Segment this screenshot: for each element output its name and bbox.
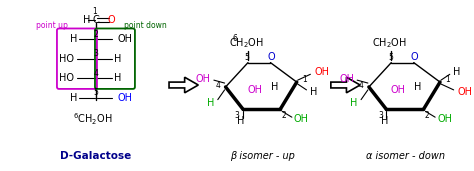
Text: H: H	[70, 93, 77, 103]
Text: 2: 2	[425, 111, 430, 120]
Text: O: O	[108, 15, 115, 25]
Text: 1: 1	[446, 75, 450, 84]
Text: H: H	[70, 34, 77, 44]
Text: OH: OH	[457, 87, 473, 97]
Text: OH: OH	[391, 85, 406, 95]
Text: 3: 3	[235, 111, 240, 120]
Text: $^6$CH$_2$OH: $^6$CH$_2$OH	[73, 111, 113, 127]
Text: HO: HO	[60, 54, 74, 64]
Text: 6: 6	[233, 34, 238, 43]
Text: 1: 1	[302, 75, 307, 84]
Text: C: C	[92, 15, 100, 25]
Text: OH: OH	[118, 34, 132, 44]
Text: H: H	[114, 73, 122, 83]
Text: D-Galactose: D-Galactose	[60, 151, 132, 161]
Text: H: H	[453, 67, 460, 77]
Text: OH: OH	[247, 85, 262, 95]
Text: O: O	[268, 52, 275, 62]
Text: H: H	[271, 82, 278, 92]
Text: OH: OH	[437, 114, 452, 124]
Text: OH: OH	[339, 74, 354, 84]
Text: H: H	[237, 116, 245, 126]
Text: H: H	[350, 98, 357, 108]
Text: point down: point down	[124, 21, 167, 30]
Text: 2: 2	[93, 30, 98, 39]
Text: 1: 1	[92, 7, 97, 16]
Text: OH: OH	[294, 114, 309, 124]
FancyArrow shape	[331, 77, 360, 93]
Text: 5: 5	[388, 53, 393, 62]
Text: CH$_2$OH: CH$_2$OH	[372, 36, 407, 50]
Text: point up: point up	[36, 21, 68, 30]
Text: OH: OH	[118, 93, 132, 103]
Text: O: O	[411, 52, 419, 62]
Text: OH: OH	[314, 67, 329, 77]
Text: H: H	[114, 54, 122, 64]
Text: 4: 4	[359, 81, 364, 89]
Text: β isomer - up: β isomer - up	[230, 151, 295, 161]
Text: 5: 5	[93, 88, 99, 97]
Text: H: H	[82, 15, 90, 25]
Text: α isomer - down: α isomer - down	[366, 151, 446, 161]
Text: CH$_2$OH: CH$_2$OH	[228, 36, 264, 50]
Text: HO: HO	[60, 73, 74, 83]
Text: H: H	[310, 87, 318, 97]
Text: 4: 4	[215, 81, 220, 89]
Text: 2: 2	[282, 111, 286, 120]
Text: H: H	[207, 98, 214, 108]
Text: 3: 3	[93, 49, 99, 58]
Text: 3: 3	[378, 111, 383, 120]
Text: 5: 5	[245, 53, 249, 62]
FancyArrow shape	[169, 77, 198, 93]
Text: OH: OH	[196, 74, 211, 84]
Text: 4: 4	[93, 69, 99, 78]
Text: H: H	[414, 82, 421, 92]
Text: H: H	[381, 116, 388, 126]
